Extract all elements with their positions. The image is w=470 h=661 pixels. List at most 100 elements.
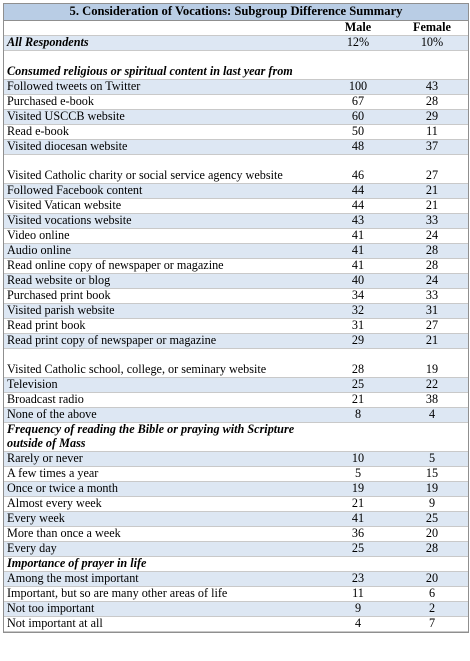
table-row: Read online copy of newspaper or magazin… (4, 257, 468, 274)
male-value: 41 (351, 242, 365, 257)
male-value: 23 (351, 570, 365, 585)
row-label: Among the most important (7, 570, 139, 585)
table-row: Followed tweets on Twitter 100 43 (4, 78, 468, 95)
table-row: Video online 41 24 (4, 227, 468, 244)
row-label: Visited Vatican website (7, 197, 122, 212)
table-row: Not important at all 4 7 (4, 615, 468, 632)
male-value: 32 (351, 302, 365, 317)
male-value: 40 (351, 272, 365, 287)
summary-table: 5. Consideration of Vocations: Subgroup … (3, 3, 469, 633)
female-value: 21 (425, 332, 439, 347)
female-value: 33 (425, 212, 439, 227)
row-label: Consumed religious or spiritual content … (7, 63, 293, 78)
row-label: Visited USCCB website (7, 108, 125, 123)
female-value: 28 (425, 93, 439, 108)
table-row: Not too important 9 2 (4, 600, 468, 617)
row-label: Read print copy of newspaper or magazine (7, 332, 217, 347)
female-value: 2 (428, 600, 436, 615)
row-label: A few times a year (7, 465, 99, 480)
row-label: Broadcast radio (7, 391, 84, 406)
female-value: 19 (425, 480, 439, 495)
row-label: Rarely or never (7, 450, 83, 465)
female-value: 27 (425, 167, 439, 182)
table-body: All Respondents 12% 10% Consumed religious … (4, 34, 468, 632)
female-value: 20 (425, 570, 439, 585)
row-label: Read online copy of newspaper or magazin… (7, 257, 224, 272)
male-value: 19 (351, 480, 365, 495)
row-label: Followed tweets on Twitter (7, 78, 141, 93)
female-value: 28 (425, 540, 439, 555)
male-value: 29 (351, 332, 365, 347)
table-row: Read print book 31 27 (4, 318, 468, 334)
male-value: 41 (351, 227, 365, 242)
male-value: 48 (351, 138, 365, 153)
female-value: 9 (428, 495, 436, 510)
female-value: 6 (428, 585, 436, 600)
male-value: 41 (351, 510, 365, 525)
male-value: 21 (351, 495, 365, 510)
male-value: 100 (348, 78, 368, 93)
row-label: Not important at all (7, 615, 103, 630)
female-value: 21 (425, 182, 439, 197)
male-value: 34 (351, 287, 365, 302)
male-value: 25 (351, 376, 365, 391)
table-row: Almost every week 21 9 (4, 495, 468, 512)
row-label: Once or twice a month (7, 480, 119, 495)
row-label: Every day (7, 540, 57, 555)
header-female: Female (413, 19, 451, 34)
section-header-row: Frequency of reading the Bible or prayin… (4, 422, 468, 452)
row-label: None of the above (7, 406, 97, 421)
male-value: 11 (352, 585, 364, 600)
male-value: 41 (351, 257, 365, 272)
row-label: Read e-book (7, 123, 69, 138)
table-row: Rarely or never 10 5 (4, 450, 468, 467)
row-label: Visited vocations website (7, 212, 132, 227)
row-label: Followed Facebook content (7, 182, 143, 197)
row-label: Television (7, 376, 58, 391)
female-value: 37 (425, 138, 439, 153)
table-row: Purchased print book 34 33 (4, 287, 468, 304)
male-value: 8 (354, 406, 362, 421)
male-value: 10 (351, 450, 365, 465)
female-value: 20 (425, 525, 439, 540)
row-label: Purchased print book (7, 287, 111, 302)
male-value: 36 (351, 525, 365, 540)
female-value: 33 (425, 287, 439, 302)
female-value: 19 (425, 361, 439, 376)
female-value: 29 (425, 108, 439, 123)
table-row: Visited diocesan website 48 37 (4, 138, 468, 155)
table-row: Visited vocations website 43 33 (4, 212, 468, 229)
female-value: 31 (425, 302, 439, 317)
table-row: Visited parish website 32 31 (4, 302, 468, 319)
table-row: Once or twice a month 19 19 (4, 480, 468, 497)
female-value: 24 (425, 227, 439, 242)
row-label: Video online (7, 227, 70, 242)
female-value: 43 (425, 78, 439, 93)
male-value: 12% (346, 34, 370, 49)
row-label: Visited parish website (7, 302, 115, 317)
female-value: 10% (420, 34, 444, 49)
row-label: Visited diocesan website (7, 138, 128, 153)
row-label: Audio online (7, 242, 71, 257)
row-label: More than once a week (7, 525, 121, 540)
female-value: 11 (426, 123, 438, 138)
female-value: 22 (425, 376, 439, 391)
female-value: 4 (428, 406, 436, 421)
table-title-text: 5. Consideration of Vocations: Subgroup … (69, 4, 403, 19)
male-value: 67 (351, 93, 365, 108)
table-row: Visited Catholic school, college, or sem… (4, 349, 468, 378)
table-row: Every day 25 28 (4, 540, 468, 557)
header-row: Male Female (4, 19, 468, 36)
row-label: Read website or blog (7, 272, 111, 287)
table-row: Among the most important 23 20 (4, 570, 468, 587)
row-label: All Respondents (7, 34, 89, 49)
table-row: Audio online 41 28 (4, 242, 468, 259)
row-label: Every week (7, 510, 65, 525)
male-value: 60 (351, 108, 365, 123)
table-row: Television 25 22 (4, 376, 468, 393)
male-value: 21 (351, 391, 365, 406)
table-row: Read e-book 50 11 (4, 123, 468, 140)
male-value: 4 (354, 615, 362, 630)
table-row: Followed Facebook content 44 21 (4, 182, 468, 199)
table-row: Visited USCCB website 60 29 (4, 108, 468, 125)
